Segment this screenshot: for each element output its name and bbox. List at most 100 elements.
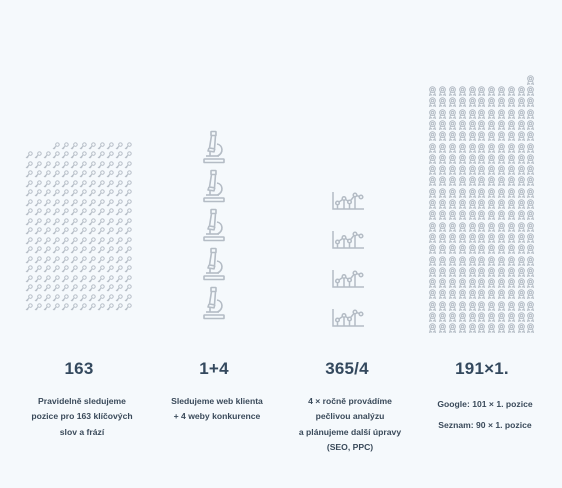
award-icon: [438, 221, 448, 232]
award-icon: [438, 165, 448, 176]
award-icon: [428, 187, 438, 198]
award-icon: [438, 198, 448, 210]
award-icon: [487, 311, 497, 323]
award-icon: [477, 244, 487, 255]
positions-icon-grid: [428, 74, 536, 334]
award-icon: [457, 300, 467, 311]
award-icon: [497, 187, 507, 198]
key-icon: [114, 284, 123, 294]
key-icon: [60, 274, 69, 284]
award-icon: [428, 311, 438, 323]
award-icon: [487, 210, 497, 221]
award-icon: [448, 187, 458, 198]
award-icon: [457, 255, 467, 266]
key-icon: [24, 303, 33, 313]
award-icon: [467, 187, 477, 198]
award-icon: [438, 244, 448, 255]
key-icon: [87, 265, 96, 275]
award-icon: [438, 119, 448, 130]
award-icon: [467, 210, 477, 221]
award-icon: [526, 187, 536, 198]
award-icon: [516, 198, 526, 210]
award-icon: [457, 131, 467, 142]
key-icon: [69, 284, 78, 294]
award-icon: [497, 131, 507, 142]
key-icon: [96, 198, 105, 208]
key-icon: [60, 255, 69, 265]
award-icon: [457, 198, 467, 210]
key-icon: [123, 236, 132, 246]
key-icon: [123, 255, 132, 265]
award-icon: [526, 198, 536, 210]
award-icon: [506, 266, 516, 277]
key-icon: [123, 227, 132, 237]
award-icon: [506, 255, 516, 266]
key-icon: [96, 236, 105, 246]
award-icon: [467, 198, 477, 210]
microscope-icon: [200, 166, 228, 205]
key-icon: [33, 284, 42, 294]
key-icon: [24, 293, 33, 303]
award-icon: [428, 289, 438, 300]
award-icon: [506, 210, 516, 221]
award-icon: [428, 85, 438, 97]
key-icon: [105, 141, 114, 151]
award-icon: [467, 97, 477, 108]
key-icon: [96, 141, 105, 151]
key-icon: [24, 236, 33, 246]
microscope-icon: [200, 283, 228, 322]
award-icon: [487, 278, 497, 289]
award-icon: [467, 221, 477, 232]
award-icon: [506, 165, 516, 176]
award-icon: [526, 255, 536, 266]
key-icon: [60, 170, 69, 180]
key-icon: [105, 198, 114, 208]
award-icon: [428, 108, 438, 119]
award-icon: [526, 289, 536, 300]
microscope-icon: [200, 127, 228, 166]
key-icon: [114, 293, 123, 303]
award-icon: [487, 198, 497, 210]
key-icon: [78, 303, 87, 313]
key-icon: [69, 274, 78, 284]
key-icon: [42, 170, 51, 180]
award-icon: [428, 198, 438, 210]
key-icon: [51, 284, 60, 294]
award-icon: [516, 232, 526, 243]
key-icon: [51, 170, 60, 180]
description-line: pozice pro 163 klíčových: [31, 411, 133, 422]
award-icon: [477, 311, 487, 323]
award-icon: [487, 85, 497, 97]
key-icon: [123, 208, 132, 218]
award-icon: [438, 97, 448, 108]
award-icon: [506, 85, 516, 97]
award-icon: [526, 300, 536, 311]
key-icon: [33, 189, 42, 199]
description-line: pečlivou analýzu: [315, 411, 385, 422]
award-icon: [497, 97, 507, 108]
key-icon: [51, 217, 60, 227]
key-icon: [87, 179, 96, 189]
key-icon: [78, 284, 87, 294]
key-icon: [114, 274, 123, 284]
award-icon: [428, 323, 438, 334]
key-icon: [87, 246, 96, 256]
award-icon: [526, 131, 536, 142]
key-icon: [33, 265, 42, 275]
key-icon: [60, 198, 69, 208]
award-icon: [526, 210, 536, 221]
key-icon: [42, 179, 51, 189]
key-icon: [51, 208, 60, 218]
award-icon: [487, 142, 497, 153]
key-icon: [60, 160, 69, 170]
key-icon: [123, 284, 132, 294]
key-icon: [42, 246, 51, 256]
key-icon: [33, 255, 42, 265]
award-icon: [487, 187, 497, 198]
award-icon: [467, 108, 477, 119]
key-icon: [69, 198, 78, 208]
key-icon: [69, 303, 78, 313]
description-line: Google: 101 × 1. pozice: [437, 399, 533, 409]
key-icon: [78, 227, 87, 237]
websites-icon-grid: [200, 127, 228, 322]
